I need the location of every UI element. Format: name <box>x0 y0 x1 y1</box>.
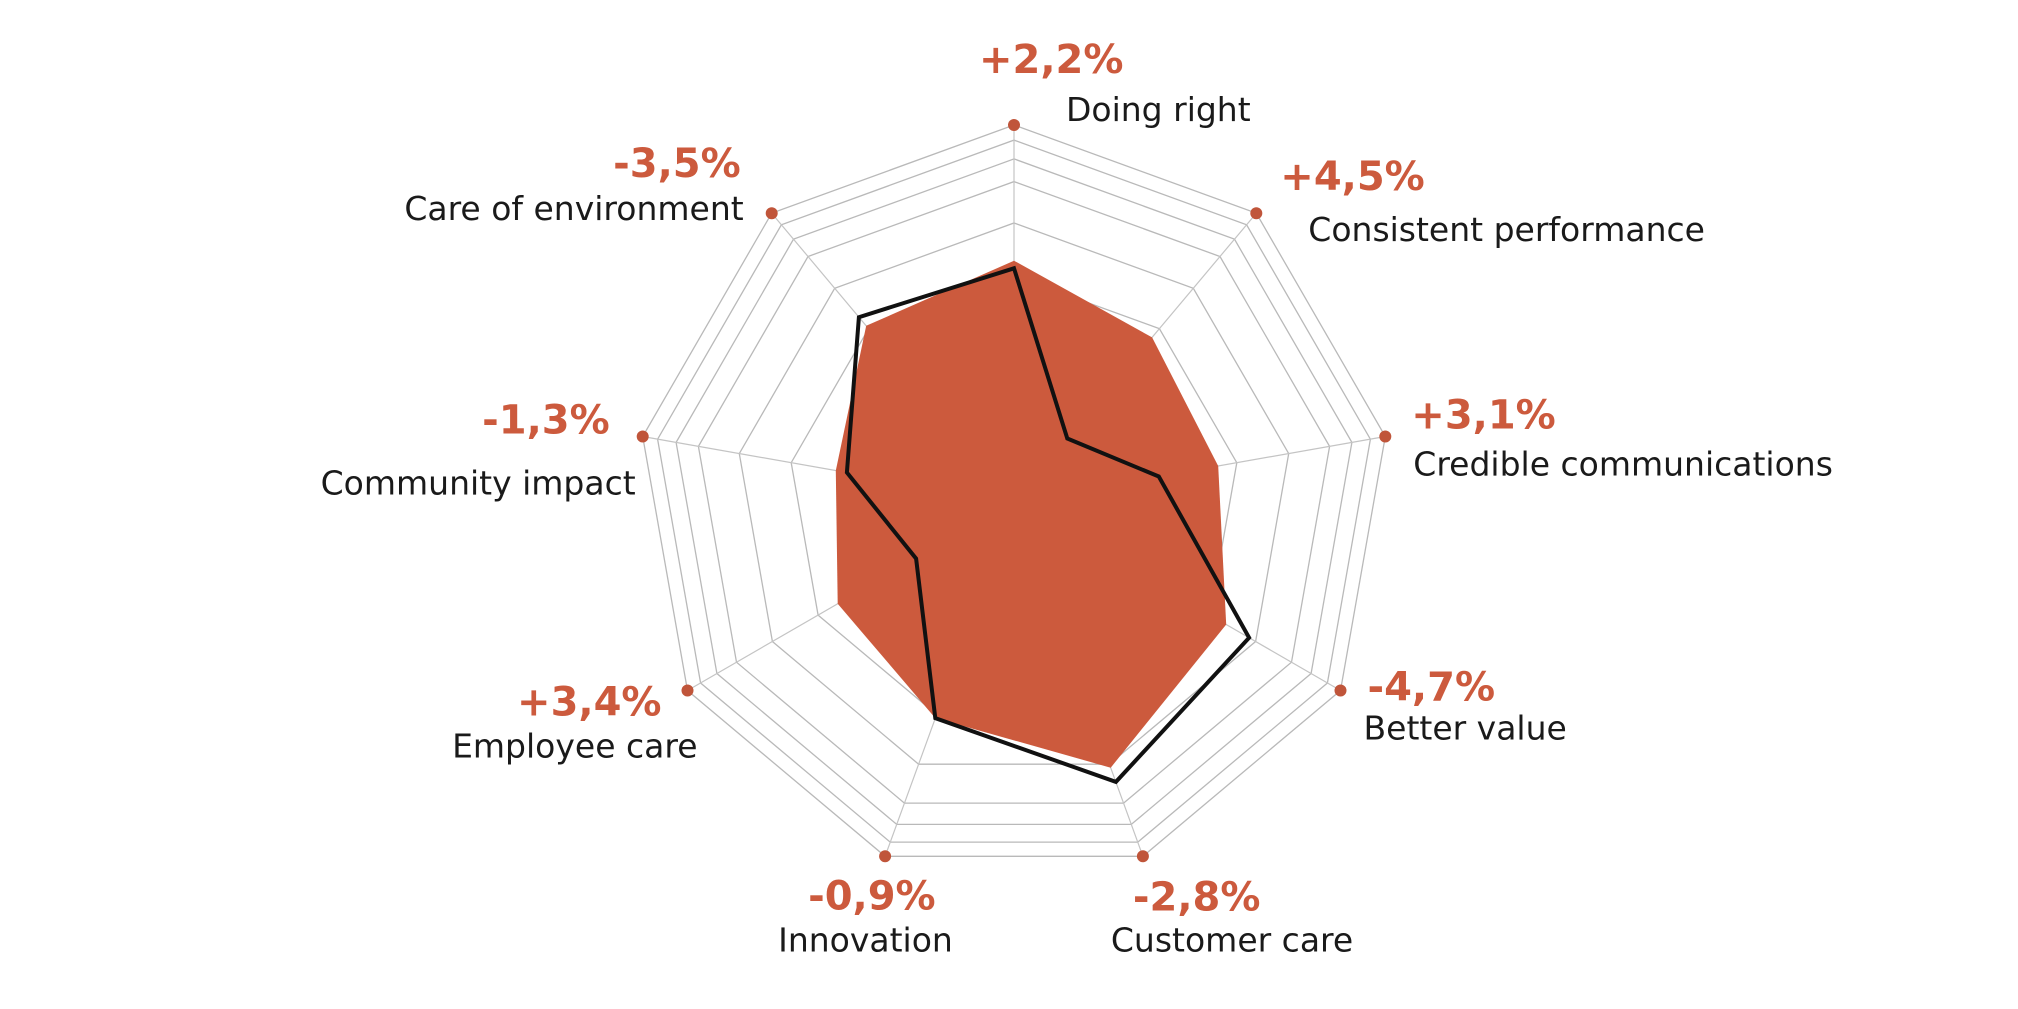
change-label: -4,7% <box>1368 665 1496 711</box>
category-label: Better value <box>1364 709 1567 748</box>
vertex-dot <box>1136 850 1149 863</box>
change-label: -2,8% <box>1133 874 1261 920</box>
category-label: Doing right <box>1066 90 1251 129</box>
vertex-dot <box>765 207 778 220</box>
change-label: -0,9% <box>808 873 936 919</box>
change-label: +3,1% <box>1411 393 1555 439</box>
category-label: Community impact <box>321 464 636 503</box>
vertex-dot <box>681 684 694 697</box>
category-label: Customer care <box>1111 920 1353 959</box>
vertex-dot <box>1334 684 1347 697</box>
category-label: Credible communications <box>1413 445 1833 484</box>
axis-labels: +2,2% Doing right +4,5% Consistent performa… <box>321 37 1833 959</box>
vertex-dot <box>1008 119 1020 131</box>
category-label: Innovation <box>778 920 953 959</box>
category-label: Employee care <box>452 727 697 766</box>
change-label: -1,3% <box>482 398 610 444</box>
grid-ring-4 <box>738 222 1290 765</box>
category-label: Care of environment <box>404 189 743 228</box>
grid-ring-8 <box>642 124 1386 857</box>
radar-series <box>835 260 1252 785</box>
grid-ring-6 <box>675 158 1353 826</box>
change-label: -3,5% <box>613 141 741 187</box>
series-outline <box>844 265 1252 785</box>
axis-vertex-dots <box>636 119 1392 863</box>
vertex-dot <box>1250 207 1263 220</box>
series-filled <box>835 260 1227 768</box>
grid-ring-5 <box>697 180 1331 804</box>
change-label: +4,5% <box>1280 154 1424 200</box>
change-label: +3,4% <box>517 680 661 726</box>
category-label: Consistent performance <box>1308 210 1705 249</box>
vertex-dot <box>1379 430 1392 443</box>
change-label: +2,2% <box>979 37 1123 83</box>
grid-ring-7 <box>656 139 1372 843</box>
vertex-dot <box>879 850 892 863</box>
vertex-dot <box>636 430 649 443</box>
